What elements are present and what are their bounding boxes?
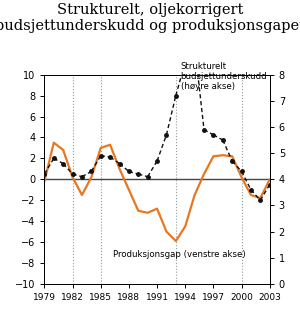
Text: Strukturelt, oljekorrigert
budsjettunderskudd og produksjonsgapet: Strukturelt, oljekorrigert budsjettunder… [0,3,300,33]
Text: Strukturelt
budsjettunderskudd
(høyre akse): Strukturelt budsjettunderskudd (høyre ak… [181,61,267,91]
Text: Produksjonsgap (venstre akse): Produksjonsgap (venstre akse) [113,250,246,259]
